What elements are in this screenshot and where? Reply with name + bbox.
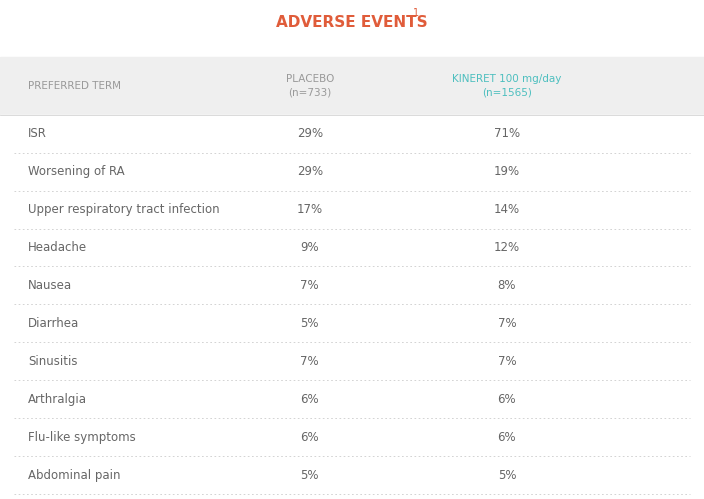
- Text: PREFERRED TERM: PREFERRED TERM: [28, 81, 121, 91]
- Text: PLACEBO
(n=733): PLACEBO (n=733): [286, 74, 334, 98]
- Text: 71%: 71%: [494, 127, 520, 140]
- Bar: [0, 191, 704, 229]
- Text: 5%: 5%: [301, 317, 319, 330]
- Bar: [0, 456, 704, 494]
- Text: 17%: 17%: [296, 203, 323, 216]
- Bar: [0, 229, 704, 266]
- Text: 29%: 29%: [296, 127, 323, 140]
- Text: Arthralgia: Arthralgia: [28, 393, 87, 406]
- Text: 7%: 7%: [498, 355, 516, 368]
- Text: Flu-like symptoms: Flu-like symptoms: [28, 431, 136, 444]
- Bar: [0, 418, 704, 456]
- Text: 9%: 9%: [301, 241, 319, 254]
- Text: KINERET 100 mg/day
(n=1565): KINERET 100 mg/day (n=1565): [452, 74, 562, 98]
- Text: 6%: 6%: [301, 393, 319, 406]
- Bar: [0, 153, 704, 191]
- Text: ADVERSE EVENTS: ADVERSE EVENTS: [276, 15, 428, 30]
- Text: 6%: 6%: [498, 393, 516, 406]
- Bar: [0, 266, 704, 304]
- Bar: [0, 342, 704, 380]
- Text: 7%: 7%: [301, 279, 319, 292]
- Text: 6%: 6%: [301, 431, 319, 444]
- Text: Sinusitis: Sinusitis: [28, 355, 77, 368]
- Bar: [0, 57, 704, 115]
- Text: 5%: 5%: [301, 469, 319, 482]
- Text: 12%: 12%: [494, 241, 520, 254]
- Text: Abdominal pain: Abdominal pain: [28, 469, 120, 482]
- Text: 7%: 7%: [498, 317, 516, 330]
- Text: 6%: 6%: [498, 431, 516, 444]
- Text: Nausea: Nausea: [28, 279, 73, 292]
- Text: 1: 1: [413, 8, 420, 18]
- Text: 14%: 14%: [494, 203, 520, 216]
- Text: Diarrhea: Diarrhea: [28, 317, 80, 330]
- Text: ISR: ISR: [28, 127, 47, 140]
- Bar: [0, 380, 704, 418]
- Text: 5%: 5%: [498, 469, 516, 482]
- Bar: [0, 115, 704, 153]
- Text: Worsening of RA: Worsening of RA: [28, 165, 125, 178]
- Text: Headache: Headache: [28, 241, 87, 254]
- Bar: [0, 304, 704, 342]
- Text: Upper respiratory tract infection: Upper respiratory tract infection: [28, 203, 220, 216]
- Text: 8%: 8%: [498, 279, 516, 292]
- Text: 29%: 29%: [296, 165, 323, 178]
- Text: 7%: 7%: [301, 355, 319, 368]
- Text: 19%: 19%: [494, 165, 520, 178]
